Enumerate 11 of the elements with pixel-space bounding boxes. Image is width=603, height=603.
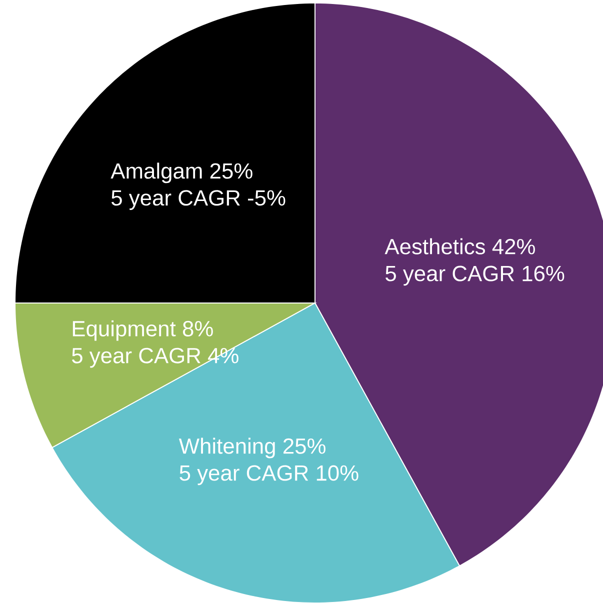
data-label: 25% — [283, 438, 326, 454]
data-label: 8% — [182, 320, 213, 336]
data-label: 42% — [492, 238, 535, 254]
text: 5 year CAGR 10% — [180, 465, 358, 486]
text: 5 year CAGR -5% — [112, 190, 286, 210]
data-label: 25% — [210, 163, 252, 179]
slice-label: Amalgam — [110, 162, 202, 184]
slice-label: Whitening — [178, 438, 275, 458]
text: 5 year CAGR 16% — [386, 266, 564, 286]
slice-label: Aesthetics — [384, 238, 486, 254]
slice-label: Equipment — [72, 320, 176, 341]
